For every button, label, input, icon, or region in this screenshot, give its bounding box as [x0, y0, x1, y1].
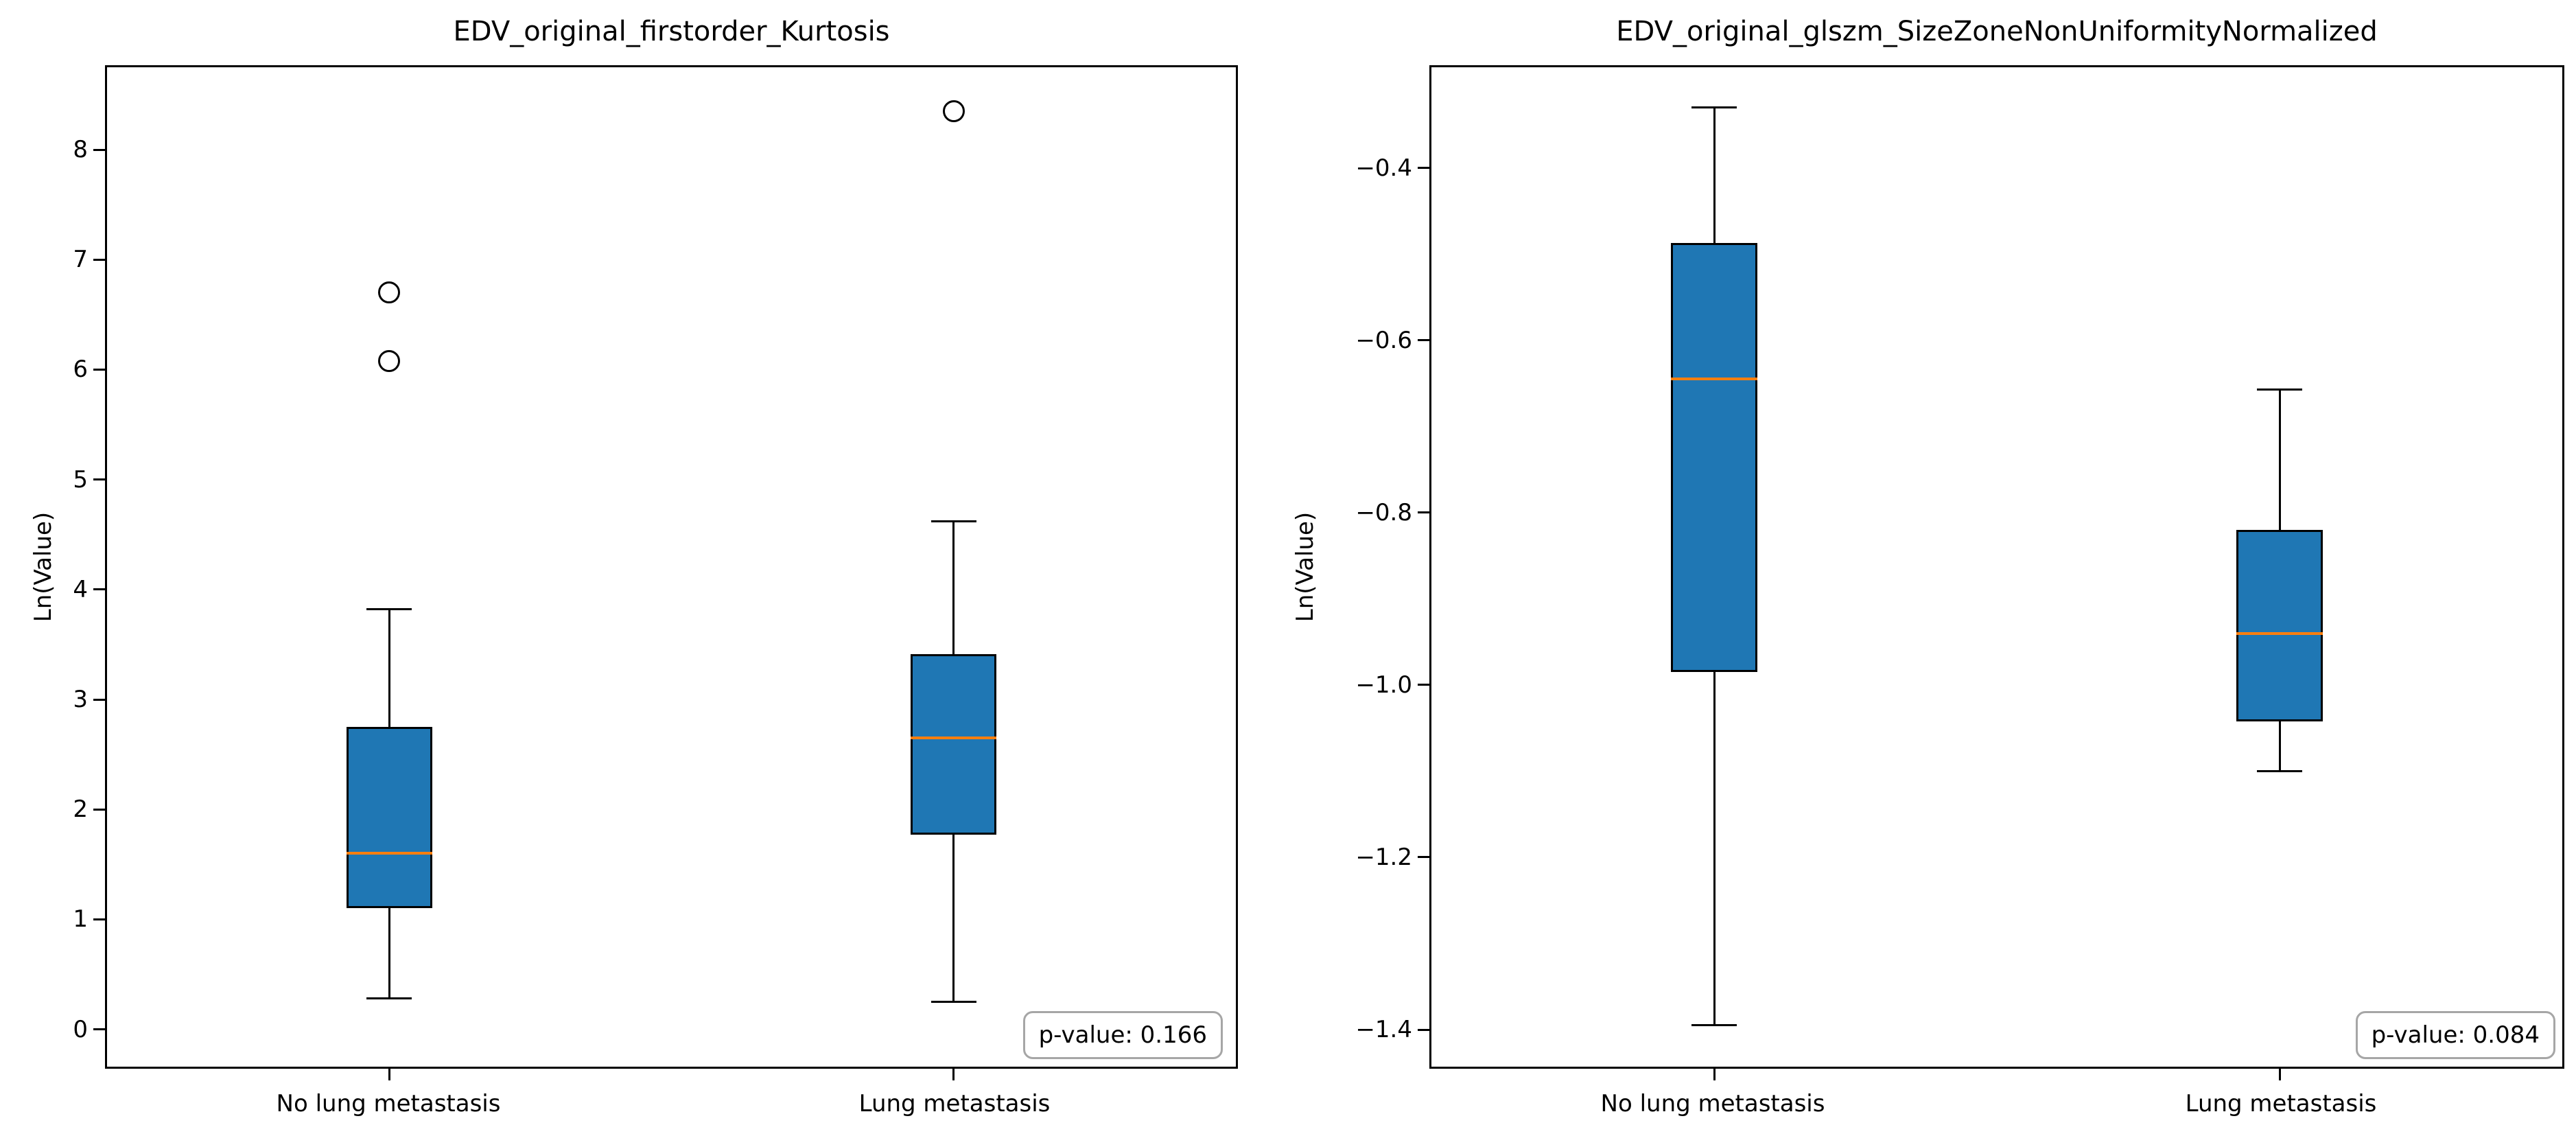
- iqr-box: [346, 727, 432, 909]
- y-axis-label: Ln(Value): [1291, 511, 1319, 623]
- x-tick-label: No lung metastasis: [1600, 1090, 1825, 1117]
- whisker-cap-top: [1691, 106, 1737, 109]
- chart-title: EDV_original_glszm_SizeZoneNonUniformity…: [1616, 16, 2378, 47]
- y-tick-mark: [1418, 339, 1429, 342]
- y-tick-label: 3: [73, 686, 88, 713]
- y-tick-mark: [1418, 856, 1429, 859]
- whisker-cap-bottom: [1691, 1024, 1737, 1027]
- y-tick-label: −1.2: [1355, 843, 1412, 871]
- x-tick-label: Lung metastasis: [858, 1090, 1051, 1117]
- y-tick-label: 4: [73, 575, 88, 603]
- whisker-cap-top: [930, 520, 976, 523]
- y-tick-mark: [93, 258, 105, 261]
- y-tick-mark: [93, 1028, 105, 1031]
- y-tick-mark: [93, 808, 105, 811]
- y-tick-label: 5: [73, 465, 88, 494]
- y-tick-label: 6: [73, 356, 88, 384]
- plot-area: 0 1 2 3 4 5 6 7 8: [73, 65, 1238, 1080]
- y-tick-mark: [93, 148, 105, 151]
- x-tick-mark: [1713, 1069, 1716, 1080]
- p-value-annotation: p-value: 0.166: [1022, 1011, 1223, 1059]
- outlier-point: [942, 100, 965, 123]
- y-tick-label: 8: [73, 136, 88, 164]
- x-tick-mark: [2278, 1069, 2281, 1080]
- y-tick-mark: [93, 588, 105, 591]
- whisker-cap-bottom: [2257, 769, 2302, 772]
- x-tick-mark: [388, 1069, 390, 1080]
- y-tick-label: 0: [73, 1015, 88, 1043]
- lower-whisker: [388, 908, 390, 999]
- whisker-cap-bottom: [930, 1000, 976, 1003]
- chart-title: EDV_original_firstorder_Kurtosis: [453, 16, 890, 47]
- y-tick-mark: [93, 478, 105, 481]
- lower-whisker: [952, 835, 955, 1002]
- y-tick-label: −1.0: [1355, 671, 1412, 699]
- y-tick-mark: [1418, 511, 1429, 514]
- y-tick-label: 2: [73, 796, 88, 824]
- median-line: [2236, 631, 2323, 635]
- iqr-box: [2236, 530, 2323, 721]
- upper-whisker: [952, 521, 955, 655]
- p-value-annotation: p-value: 0.084: [2355, 1011, 2555, 1059]
- y-tick-mark: [93, 368, 105, 371]
- lower-whisker: [2278, 721, 2281, 772]
- y-axis-label: Ln(Value): [30, 511, 57, 623]
- y-tick-label: −0.8: [1355, 498, 1412, 526]
- y-tick-mark: [93, 698, 105, 701]
- median-line: [346, 852, 432, 855]
- whisker-cap-top: [366, 608, 412, 611]
- iqr-box: [1671, 243, 1757, 673]
- y-tick-label: −0.6: [1355, 326, 1412, 354]
- y-tick-mark: [1418, 684, 1429, 686]
- lower-whisker: [1713, 672, 1716, 1025]
- y-tick-label: −0.4: [1355, 154, 1412, 182]
- upper-whisker: [1713, 107, 1716, 244]
- y-tick-label: 7: [73, 246, 88, 274]
- outlier-point: [378, 281, 401, 304]
- median-line: [911, 737, 997, 740]
- plot-area: −0.4 −0.6 −0.8 −1.0 −1.2 −1.4: [1355, 65, 2564, 1080]
- outlier-point: [378, 349, 401, 372]
- upper-whisker: [388, 609, 390, 728]
- whisker-cap-bottom: [366, 997, 412, 1000]
- whisker-cap-top: [2257, 388, 2302, 391]
- y-tick-mark: [93, 918, 105, 920]
- median-line: [1671, 378, 1757, 381]
- x-tick-label: Lung metastasis: [2185, 1090, 2377, 1117]
- y-tick-mark: [1418, 167, 1429, 170]
- y-tick-mark: [1418, 1028, 1429, 1031]
- upper-whisker: [2278, 389, 2281, 530]
- x-tick-label: No lung metastasis: [276, 1090, 501, 1117]
- y-tick-label: −1.4: [1355, 1016, 1412, 1044]
- y-tick-label: 1: [73, 905, 88, 934]
- iqr-box: [911, 654, 997, 835]
- x-tick-mark: [952, 1069, 955, 1080]
